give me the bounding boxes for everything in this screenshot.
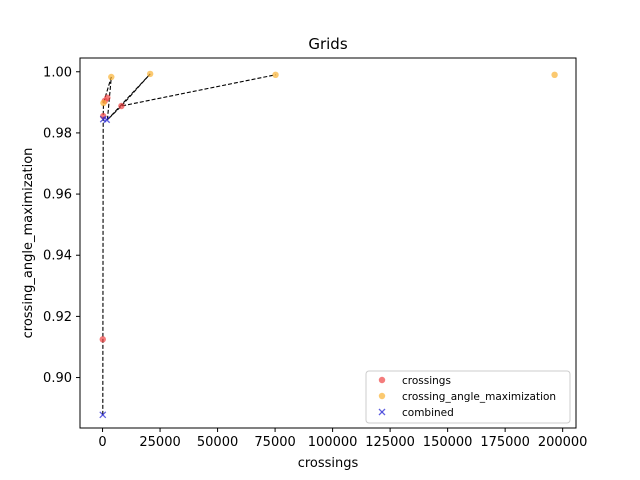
- y-axis-label: crossing_angle_maximization: [21, 148, 36, 339]
- y-tick-label: 0.96: [43, 188, 72, 203]
- x-tick-label: 100000: [308, 435, 358, 450]
- legend-marker: [379, 377, 385, 383]
- x-tick-label: 50000: [197, 435, 238, 450]
- data-point: [100, 336, 106, 342]
- legend: crossings crossing_angle_maximizationcomb…: [366, 371, 570, 423]
- y-tick-label: 0.92: [43, 310, 72, 325]
- data-point: [118, 103, 124, 109]
- y-tick-label: 0.90: [43, 371, 72, 386]
- x-tick-label: 175000: [480, 435, 530, 450]
- legend-label: combined: [402, 407, 454, 419]
- data-point: [100, 100, 106, 106]
- y-tick-label: 0.98: [43, 126, 72, 141]
- legend-marker: [379, 393, 385, 399]
- x-axis-label: crossings: [298, 456, 359, 471]
- data-point: [104, 95, 110, 101]
- legend-label: crossing_angle_maximization: [402, 391, 556, 403]
- data-point: [147, 71, 153, 77]
- data-point: [108, 74, 114, 80]
- x-tick-label: 25000: [139, 435, 180, 450]
- x-tick-label: 150000: [423, 435, 473, 450]
- y-tick-label: 1.00: [43, 65, 72, 80]
- x-tick-label: 125000: [365, 435, 415, 450]
- y-tick-label: 0.94: [43, 249, 72, 264]
- legend-label: crossings: [402, 375, 451, 387]
- data-point: [551, 72, 557, 78]
- x-tick-label: 0: [98, 435, 106, 450]
- chart-title: Grids: [308, 35, 347, 53]
- x-tick-label: 75000: [254, 435, 295, 450]
- x-tick-label: 200000: [538, 435, 588, 450]
- data-point: [272, 72, 278, 78]
